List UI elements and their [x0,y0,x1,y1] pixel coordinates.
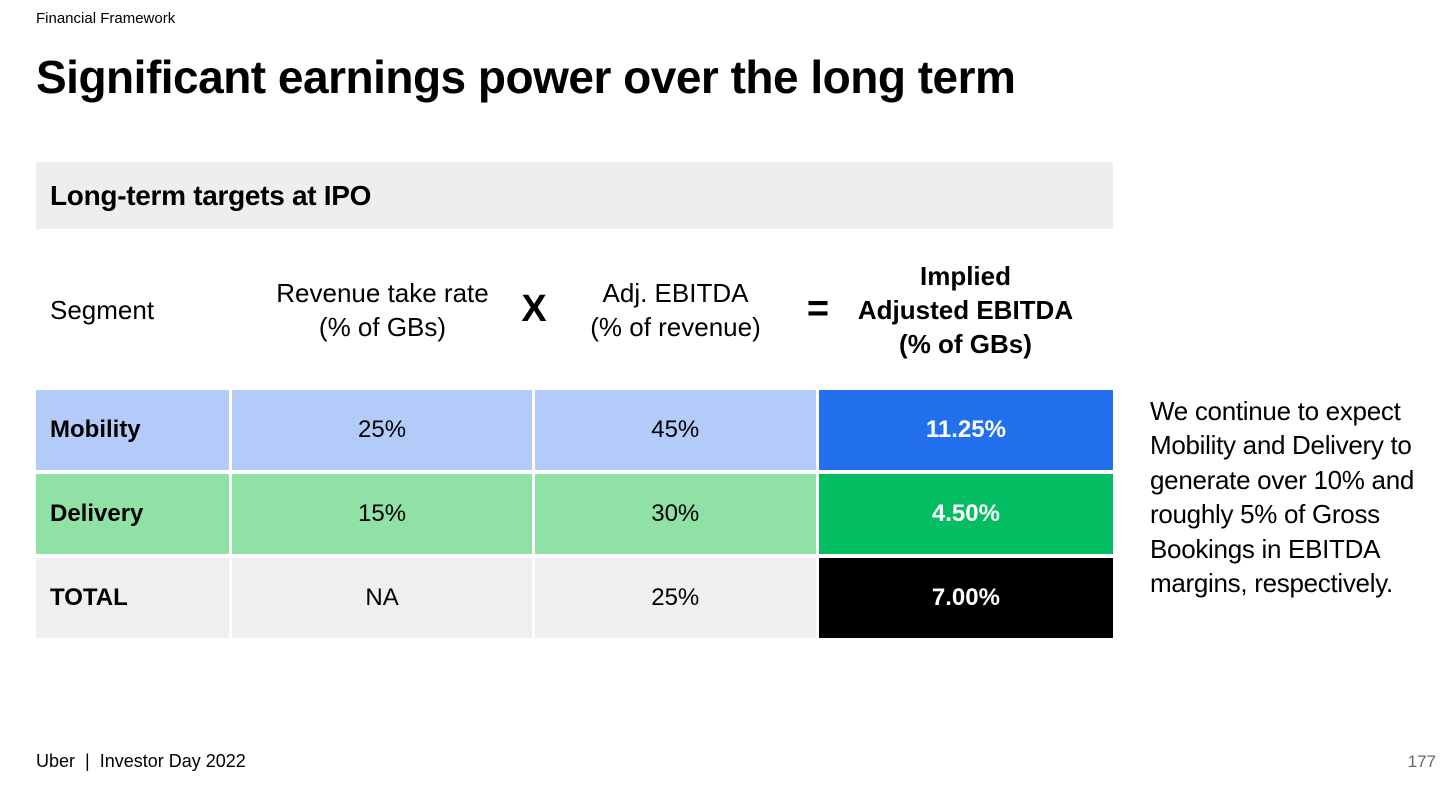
footer: Uber | Investor Day 2022 [36,751,246,772]
equals-operator: = [806,288,830,330]
footer-separator: | [85,751,90,771]
cell-take-rate-delivery: 15% [232,474,532,554]
column-header-ebitda: Adj. EBITDA (% of revenue) [534,229,817,390]
column-header-ebitda-line2: (% of revenue) [590,311,761,342]
cell-ebitda-mobility: 45% [534,390,816,470]
multiply-operator: X [521,288,547,330]
footer-brand: Uber [36,751,76,771]
column-header-implied: Implied Adjusted EBITDA (% of GBs) [818,229,1113,390]
footer-event: Investor Day 2022 [99,751,246,771]
column-header-segment: Segment [50,294,155,325]
column-header-implied-line2: Adjusted EBITDA [857,294,1074,325]
cell-ebitda-total: 25% [534,558,816,638]
column-header-implied-line3: (% of GBs) [899,328,1032,359]
cell-implied-total: 7.00% [818,558,1113,638]
page-title: Significant earnings power over the long… [36,51,1016,103]
targets-table: Long-term targets at IPO Segment Revenue… [36,162,1113,642]
cell-take-rate-total: NA [232,558,532,638]
column-header-take-rate-line1: Revenue take rate [276,277,489,308]
column-header-take-rate-line2: (% of GBs) [318,311,447,342]
table-row-mobility: Mobility 25% 45% 11.25% [36,390,1113,470]
cell-take-rate-mobility: 25% [232,390,532,470]
side-note: We continue to expect Mobility and Deliv… [1150,396,1415,599]
column-header-take-rate: Revenue take rate (% of GBs) [231,229,534,390]
cell-segment-total: TOTAL [36,558,230,638]
cell-implied-delivery: 4.50% [818,474,1113,554]
table-row-total: TOTAL NA 25% 7.00% [36,558,1113,638]
column-header-implied-line1: Implied [919,260,1011,291]
table-header: Long-term targets at IPO [36,162,1113,229]
cell-segment-mobility: Mobility [36,390,230,470]
column-header-ebitda-line1: Adj. EBITDA [602,277,749,308]
section-label: Financial Framework [36,10,176,27]
table-row-delivery: Delivery 15% 30% 4.50% [36,474,1113,554]
cell-segment-delivery: Delivery [36,474,230,554]
page-number: 177 [1407,752,1436,771]
cell-ebitda-delivery: 30% [534,474,816,554]
cell-implied-mobility: 11.25% [818,390,1113,470]
column-headers: Segment Revenue take rate (% of GBs) X A… [36,229,1113,390]
